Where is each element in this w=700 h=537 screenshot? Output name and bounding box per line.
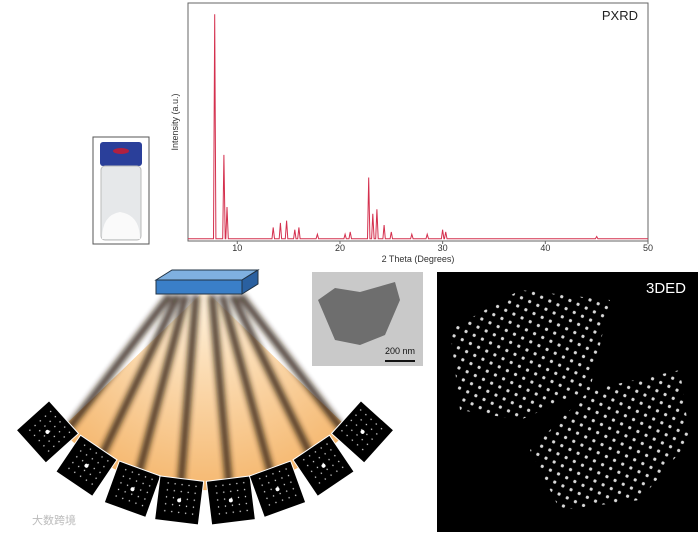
x-tick-label: 40 [540, 243, 550, 253]
y-axis-label: Intensity (a.u.) [170, 93, 180, 150]
frame-center [321, 463, 326, 468]
pattern-line [188, 14, 648, 240]
beams [57, 292, 353, 496]
beam-fan [60, 290, 350, 491]
vial [92, 136, 150, 245]
tem-image: 200 nm [312, 272, 423, 366]
frame [15, 400, 80, 464]
crystal [154, 269, 260, 295]
ded-panel: 3DED [437, 272, 698, 532]
frame [330, 400, 395, 464]
frame [248, 460, 307, 519]
diffraction-frames [15, 400, 395, 526]
frame [292, 434, 355, 497]
frame-center [360, 429, 365, 434]
frame-center [228, 498, 233, 503]
frame [55, 434, 118, 497]
frame [103, 460, 162, 519]
frame-center [275, 487, 280, 492]
plot-frame [187, 2, 649, 242]
x-tick-label: 30 [438, 243, 448, 253]
scale-label: 200 nm [385, 346, 415, 356]
frame-center [130, 487, 135, 492]
frame-center [45, 429, 50, 434]
ded-label: 3DED [646, 280, 686, 297]
x-axis-label: 2 Theta (Degrees) [382, 254, 455, 264]
frame-center [177, 498, 182, 503]
x-tick-label: 50 [643, 243, 653, 253]
frame [205, 475, 256, 526]
chart-title: PXRD [602, 8, 638, 23]
frame-center [84, 463, 89, 468]
x-tick-label: 10 [232, 243, 242, 253]
watermark: 大数跨境 [32, 513, 76, 527]
x-tick-label: 20 [335, 243, 345, 253]
frame [154, 475, 205, 526]
